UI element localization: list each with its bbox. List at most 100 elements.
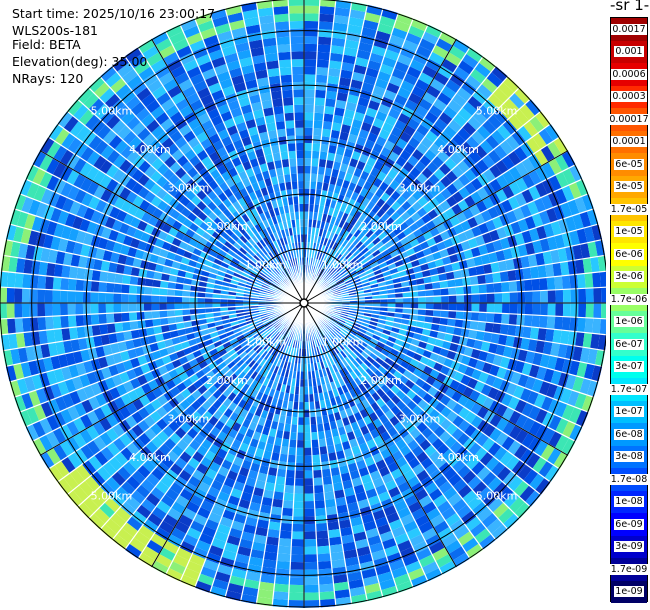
- range-bin: [159, 547, 176, 562]
- range-bin: [541, 427, 556, 445]
- range-bin: [321, 262, 327, 270]
- range-bin: [342, 366, 350, 376]
- range-bin: [354, 538, 370, 550]
- range-bin: [481, 77, 498, 94]
- range-bin: [501, 281, 510, 293]
- range-bin: [282, 97, 294, 106]
- range-bin: [281, 327, 288, 335]
- range-bin: [380, 403, 391, 415]
- range-bin: [337, 280, 345, 286]
- colorbar-label: 0.00017: [608, 113, 650, 125]
- range-bin: [333, 14, 350, 25]
- range-bin: [528, 227, 540, 242]
- range-bin: [375, 378, 385, 388]
- range-bin: [473, 339, 484, 351]
- range-bin: [316, 538, 330, 547]
- range-bin: [478, 222, 490, 235]
- range-bin: [407, 136, 421, 149]
- range-bin: [521, 229, 533, 244]
- range-bin: [507, 150, 522, 166]
- range-bin: [338, 219, 346, 229]
- range-bin: [493, 144, 508, 160]
- range-bin: [275, 429, 284, 439]
- range-bin: [99, 323, 109, 336]
- range-bin: [485, 352, 496, 365]
- range-bin: [456, 303, 465, 312]
- range-bin: [170, 527, 187, 541]
- range-bin: [569, 229, 580, 246]
- range-bin: [252, 487, 265, 497]
- range-bin: [304, 493, 315, 502]
- range-bin: [445, 170, 459, 184]
- range-bin: [532, 239, 543, 254]
- range-bin: [304, 561, 318, 570]
- range-bin: [372, 509, 386, 521]
- range-bin: [317, 329, 324, 337]
- range-bin: [179, 574, 198, 588]
- range-bin: [304, 379, 309, 387]
- range-bin: [91, 269, 101, 282]
- range-bin: [359, 340, 368, 348]
- range-bin: [345, 494, 358, 505]
- range-bin: [271, 98, 284, 108]
- range-bin: [424, 481, 439, 495]
- range-bin: [344, 252, 353, 260]
- range-bin: [298, 401, 304, 410]
- range-bin: [304, 432, 312, 441]
- range-bin: [548, 414, 562, 432]
- range-bin: [590, 256, 600, 273]
- range-bin: [334, 589, 351, 599]
- range-bin: [45, 275, 54, 290]
- range-bin: [279, 359, 286, 369]
- range-bin: [366, 271, 376, 279]
- range-bin: [531, 378, 544, 394]
- range-bin: [326, 322, 334, 329]
- range-bin: [416, 314, 426, 323]
- range-bin: [295, 378, 301, 387]
- range-bin: [289, 569, 304, 578]
- range-bin: [329, 52, 344, 63]
- range-bin: [411, 85, 426, 99]
- range-bin: [365, 67, 380, 79]
- range-bin: [512, 206, 525, 222]
- range-bin: [324, 333, 331, 342]
- range-bin: [340, 62, 355, 72]
- range-bin: [335, 99, 347, 110]
- range-bin: [214, 498, 228, 510]
- range-bin: [473, 144, 488, 160]
- range-bin: [258, 581, 275, 592]
- range-bin: [395, 580, 414, 594]
- range-bin: [331, 315, 339, 321]
- range-bin: [451, 133, 466, 147]
- range-bin: [277, 422, 285, 432]
- range-bin: [342, 54, 357, 65]
- range-bin: [554, 401, 568, 418]
- range-bin: [365, 268, 374, 276]
- range-bin: [347, 286, 356, 292]
- range-bin: [318, 583, 335, 593]
- range-bin: [99, 270, 109, 283]
- range-bin: [325, 276, 333, 283]
- range-bin: [281, 89, 294, 99]
- range-bin: [323, 174, 331, 184]
- range-bin: [321, 336, 327, 344]
- range-bin: [456, 294, 465, 303]
- range-bin: [273, 437, 283, 447]
- range-bin: [442, 486, 458, 501]
- range-bin: [275, 332, 282, 341]
- range-bin: [352, 348, 361, 357]
- range-bin: [346, 24, 363, 35]
- range-bin: [494, 389, 507, 404]
- range-bin: [372, 117, 385, 129]
- range-bin: [316, 174, 325, 183]
- range-bin: [362, 480, 376, 492]
- range-bin: [112, 534, 130, 550]
- range-bin: [210, 505, 225, 517]
- range-bin: [339, 526, 354, 537]
- range-bin: [312, 135, 322, 144]
- range-bin: [418, 98, 433, 112]
- range-bin: [22, 273, 32, 289]
- range-bin: [284, 120, 295, 129]
- range-bin: [432, 98, 448, 112]
- range-bin: [223, 542, 239, 554]
